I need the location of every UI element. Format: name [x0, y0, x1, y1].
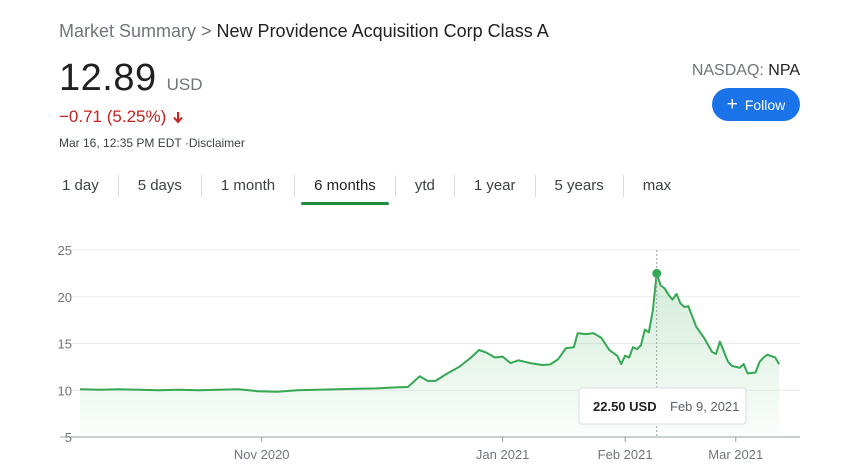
price-tooltip: 22.50 USD Feb 9, 2021: [578, 387, 747, 425]
breadcrumb: Market Summary > New Providence Acquisitio…: [59, 20, 549, 42]
plus-icon: +: [726, 94, 738, 115]
follow-button[interactable]: + Follow: [712, 88, 800, 121]
time-range-tabs: 1 day 5 days 1 month 6 months ytd 1 year…: [49, 170, 684, 206]
breadcrumb-market-summary[interactable]: Market Summary: [59, 21, 197, 41]
price-line: [79, 272, 781, 393]
tab-max[interactable]: max: [642, 177, 672, 194]
arrow-down-icon: [172, 111, 184, 124]
tab-divider: [294, 175, 296, 197]
tab-divider: [534, 175, 536, 197]
x-tick-label: Nov 2020: [234, 447, 290, 462]
tab-divider: [394, 175, 396, 197]
price-change: −0.71 (5.25%): [59, 107, 184, 127]
tab-1-month[interactable]: 1 month: [220, 177, 276, 194]
tooltip-price: 22.50 USD: [593, 399, 657, 414]
tab-divider: [622, 175, 624, 197]
tab-divider: [200, 175, 202, 197]
tab-ytd[interactable]: ytd: [414, 177, 435, 194]
y-tick-label: 15: [58, 337, 72, 352]
breadcrumb-company-name: New Providence Acquisition Corp Class A: [216, 21, 549, 41]
current-price: 12.89: [59, 57, 157, 99]
x-axis: Nov 2020 Jan 2021 Feb 2021 Mar 2021: [234, 437, 763, 462]
price-chart[interactable]: 25 20 15 10 5 Nov 2020 Jan 2021 Feb 2021 Mar 20…: [0, 232, 852, 476]
tab-1-day[interactable]: 1 day: [62, 177, 99, 194]
tab-divider: [453, 175, 455, 197]
price-row: 12.89 USD: [59, 58, 203, 98]
ticker-symbol: NPA: [768, 62, 800, 79]
y-tick-label: 20: [58, 290, 72, 305]
tab-1-year[interactable]: 1 year: [473, 177, 516, 194]
tab-5-years[interactable]: 5 years: [554, 177, 604, 194]
breadcrumb-separator: >: [201, 21, 212, 41]
x-tick-label: Mar 2021: [708, 447, 763, 462]
y-tick-label: 5: [65, 430, 72, 445]
y-axis-labels: 25 20 15 10 5: [58, 243, 72, 445]
tab-5-days[interactable]: 5 days: [137, 177, 182, 194]
x-tick-label: Feb 2021: [598, 447, 653, 462]
hover-point-marker: [652, 268, 662, 278]
y-tick-label: 10: [58, 383, 72, 398]
tab-divider: [117, 175, 119, 197]
quote-timestamp: Mar 16, 12:35 PM EDT ·Disclaimer: [59, 136, 245, 150]
exchange-ticker: NASDAQ: NPA: [692, 62, 800, 80]
exchange-name: NASDAQ:: [691, 62, 769, 79]
x-tick-label: Jan 2021: [476, 447, 530, 462]
price-change-value: −0.71 (5.25%): [59, 107, 167, 126]
y-tick-label: 25: [58, 243, 72, 258]
tab-6-months[interactable]: 6 months: [301, 170, 389, 205]
follow-button-label: Follow: [744, 96, 786, 113]
tooltip-box: [578, 387, 747, 425]
tooltip-date: Feb 9, 2021: [670, 399, 739, 414]
currency-label: USD: [166, 75, 203, 94]
